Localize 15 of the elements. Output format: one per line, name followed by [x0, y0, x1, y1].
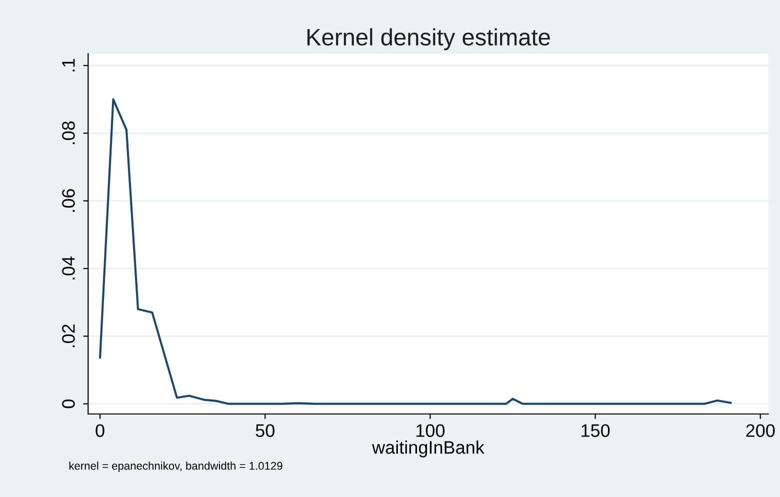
y-tick-label: .06 [62, 189, 75, 212]
y-tick-label: .04 [62, 256, 75, 280]
x-axis-title: waitingInBank [372, 440, 484, 458]
line-series [98, 98, 732, 405]
text: kernel = epanechnikov, bandwidth = 1.0129 [69, 462, 282, 472]
y-tick-label: .08 [62, 121, 75, 144]
y-tick-label: .02 [62, 324, 75, 348]
y-tick-label: 0 [62, 400, 75, 408]
x-tick-label: 50 [256, 424, 274, 437]
x-tick-label: 200 [746, 424, 775, 437]
x-tick-label: 150 [582, 424, 610, 437]
y-tick-label: .1 [62, 58, 75, 72]
chart-title: Kernel density estimate [307, 28, 550, 50]
x-tick-label: 0 [96, 424, 104, 437]
x-tick-label: 100 [416, 424, 445, 437]
